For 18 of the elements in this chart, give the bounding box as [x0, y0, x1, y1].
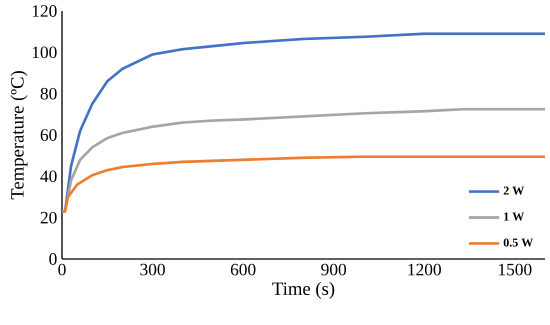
y-tick-label: 0	[49, 253, 57, 265]
y-tick-label: 100	[32, 46, 57, 58]
y-tick-label: 40	[40, 170, 57, 182]
x-tick-label: 900	[321, 264, 346, 276]
x-tick-label: 0	[58, 264, 66, 276]
y-tick-label: 80	[40, 88, 57, 100]
x-tick-label: 1200	[408, 264, 441, 276]
x-tick-label: 1500	[499, 264, 532, 276]
y-tick-label: 120	[32, 5, 57, 17]
y-tick-label: 60	[40, 129, 57, 141]
y-tick-label: 20	[40, 212, 57, 224]
x-axis-title: Time (s)	[272, 282, 334, 299]
legend-label: 2 W	[504, 186, 524, 195]
y-axis-title: Temperature (ºC)	[10, 71, 28, 200]
x-tick-label: 300	[140, 264, 165, 276]
legend-label: 1 W	[504, 212, 524, 221]
x-tick-label: 600	[230, 264, 256, 276]
legend-label: 0.5 W	[504, 238, 534, 247]
